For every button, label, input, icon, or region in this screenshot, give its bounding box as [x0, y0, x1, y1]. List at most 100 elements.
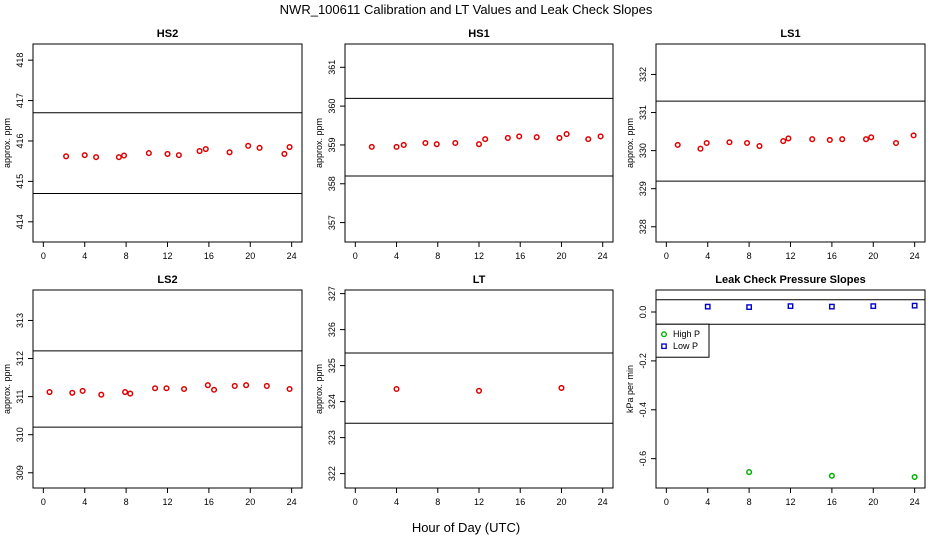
x-tick-label: 20 [868, 251, 878, 261]
x-tick-label: 16 [827, 251, 837, 261]
data-point [127, 390, 134, 397]
y-tick-label: 326 [327, 322, 337, 337]
x-tick-label: 16 [204, 251, 214, 261]
legend-label: High P [673, 329, 700, 339]
x-tick-label: 4 [394, 251, 399, 261]
high-p-point [746, 469, 753, 476]
x-tick-label: 24 [910, 251, 920, 261]
low-p-point [828, 303, 835, 310]
data-point [868, 134, 875, 141]
x-tick-label: 16 [515, 497, 525, 507]
data-point [202, 146, 209, 153]
y-tick-label: 323 [327, 430, 337, 445]
data-point [475, 141, 483, 148]
data-point [368, 143, 375, 150]
data-point [533, 134, 540, 141]
legend-high-p-marker [661, 331, 668, 338]
y-tick-label: 331 [638, 105, 648, 120]
plot-frame [32, 43, 303, 243]
data-point [204, 382, 211, 389]
y-tick-label: 415 [15, 174, 25, 189]
data-point [393, 385, 400, 393]
y-tick-label: 309 [15, 465, 25, 480]
data-point [256, 144, 263, 151]
data-point [93, 154, 100, 161]
y-tick-label: -0.2 [638, 353, 648, 369]
x-tick-label: 0 [353, 497, 358, 507]
x-tick-label: 20 [868, 497, 878, 507]
x-tick-label: 24 [287, 497, 297, 507]
x-tick-label: 4 [705, 251, 710, 261]
x-tick-label: 0 [664, 497, 669, 507]
y-tick-label: 0.0 [638, 306, 648, 319]
data-point [452, 139, 459, 147]
panel-title: Leak Check Pressure Slopes [715, 274, 865, 286]
data-point [422, 139, 429, 147]
x-tick-label: 20 [556, 497, 566, 507]
y-axis-label: approx. ppm [2, 364, 12, 414]
data-point [231, 382, 238, 390]
data-point [120, 152, 128, 159]
x-tick-label: 0 [664, 251, 669, 261]
panel-leak-check-pressure-slopes: Leak Check Pressure Slopes 0 4 8 12 16 20 24 -0.… [625, 274, 926, 507]
data-point [196, 148, 203, 155]
legend-low-p-marker [661, 343, 667, 350]
low-p-point [746, 304, 753, 311]
y-tick-label: 313 [15, 313, 25, 328]
data-point [400, 141, 407, 148]
x-tick-label: 20 [245, 251, 255, 261]
data-point [809, 136, 816, 143]
low-p-point [870, 303, 877, 310]
data-point [145, 150, 152, 157]
legend-label: Low P [673, 341, 698, 351]
data-point [516, 133, 523, 140]
y-axis-label: approx. ppm [2, 118, 12, 168]
x-tick-label: 16 [204, 497, 214, 507]
panel-ls2: LS2 0 4 8 12 16 20 24 309 310 311 312 313 approx. ppm [2, 274, 303, 507]
legend-box [655, 323, 710, 358]
data-point [563, 131, 570, 138]
x-tick-label: 12 [474, 497, 484, 507]
y-tick-label: 357 [327, 215, 337, 230]
data-point [726, 139, 733, 146]
panel-title: LS1 [780, 28, 800, 40]
data-point [597, 133, 604, 140]
data-point [674, 141, 681, 148]
high-p-point [828, 472, 835, 479]
plot-frame [32, 289, 303, 489]
data-point [175, 152, 182, 159]
data-point [475, 387, 483, 394]
data-point [826, 136, 833, 144]
data-point [122, 388, 129, 396]
x-tick-label: 8 [124, 497, 129, 507]
x-tick-label: 4 [394, 497, 399, 507]
panel-title: LT [473, 274, 486, 286]
data-point [482, 136, 489, 143]
x-tick-label: 8 [435, 497, 440, 507]
x-tick-label: 8 [124, 251, 129, 261]
data-point [98, 391, 105, 398]
y-axis-label: approx. ppm [314, 118, 324, 168]
data-point [46, 388, 53, 396]
y-tick-label: 330 [638, 143, 648, 158]
y-tick-label: 360 [327, 99, 337, 114]
y-tick-label: 311 [15, 389, 25, 403]
data-point [69, 389, 76, 396]
data-point [556, 134, 563, 142]
y-tick-label: 359 [327, 137, 337, 152]
x-tick-label: 20 [245, 497, 255, 507]
y-tick-label: 358 [327, 176, 337, 191]
y-tick-label: 329 [638, 181, 648, 196]
data-point [839, 136, 846, 143]
y-tick-label: -0.6 [638, 451, 648, 467]
low-p-point [787, 303, 794, 310]
panel-hs2: HS2 0 4 8 12 16 20 24 414 415 416 417 418 approx. ppm [2, 28, 303, 261]
x-tick-label: 0 [353, 251, 358, 261]
x-tick-label: 8 [747, 251, 752, 261]
y-tick-label: 361 [327, 60, 337, 75]
data-point [245, 142, 252, 149]
panel-title: HS1 [468, 28, 489, 40]
y-axis-label: kPa per min [625, 365, 635, 413]
x-tick-label: 0 [41, 497, 46, 507]
